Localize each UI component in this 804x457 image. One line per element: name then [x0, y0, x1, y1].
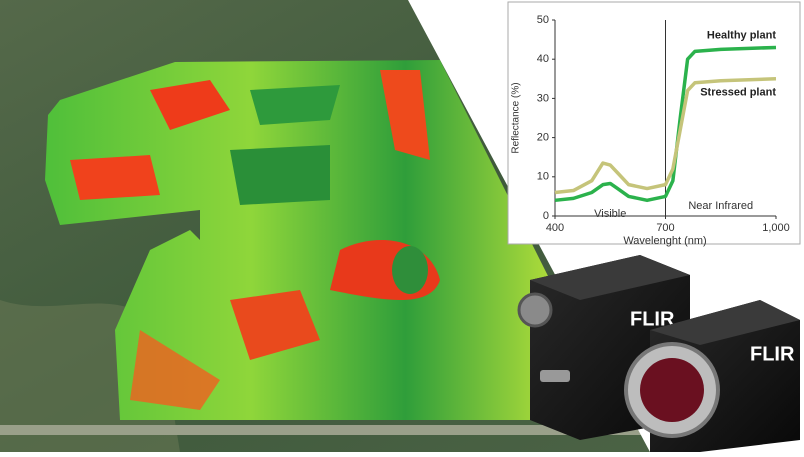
healthy-patch	[250, 85, 340, 125]
series-label: Healthy plant	[707, 29, 776, 41]
y-tick-label: 50	[537, 14, 549, 26]
y-tick-label: 40	[537, 53, 549, 65]
y-tick-label: 10	[537, 171, 549, 183]
stress-patch	[230, 290, 320, 360]
y-tick-label: 20	[537, 132, 549, 144]
field	[45, 60, 560, 420]
pond	[392, 246, 428, 294]
x-tick-label: 1,000	[762, 222, 790, 234]
chart-frame	[507, 1, 801, 245]
x-axis-title: Wavelenght (nm)	[623, 235, 706, 247]
sensor	[640, 358, 704, 422]
connector	[517, 292, 553, 328]
camera-top	[650, 300, 800, 345]
stress-patch	[130, 330, 220, 410]
usb-port	[540, 370, 570, 382]
annotation: Visible	[594, 208, 626, 220]
y-tick-label: 0	[543, 210, 549, 222]
camera-front: FLIR	[624, 300, 800, 452]
reflectance-chart: Reflectance (%) Wavelenght (nm) 0 10 20 30 4…	[511, 14, 790, 247]
series-label: Stressed plant	[700, 87, 776, 99]
stress-patch	[380, 70, 430, 160]
camera-top	[530, 255, 690, 300]
x-tick-label: 700	[656, 222, 674, 234]
series-line	[554, 77, 777, 195]
camera-brand: FLIR	[630, 308, 675, 330]
road	[0, 425, 804, 435]
series-line	[554, 45, 777, 203]
y-axis-title: Reflectance (%)	[511, 82, 522, 153]
ndvi-field	[45, 60, 560, 420]
y-tick-label: 30	[537, 92, 549, 104]
x-tick-label: 400	[546, 222, 564, 234]
healthy-patch	[230, 145, 330, 205]
annotation: Near Infrared	[688, 200, 753, 212]
stress-patch	[150, 80, 230, 130]
stress-patch	[70, 155, 160, 200]
camera-brand: FLIR	[750, 343, 795, 365]
